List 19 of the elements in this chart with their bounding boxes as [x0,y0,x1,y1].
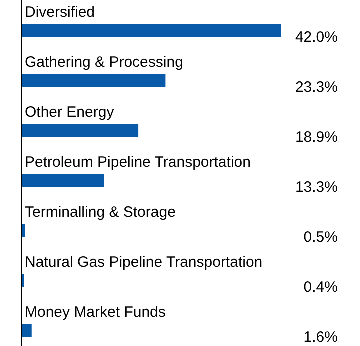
bar [22,74,166,87]
data-label: 0.4% [304,279,338,296]
data-label: 23.3% [295,79,338,96]
bar [22,124,139,137]
y-tick-label: Terminalling & Storage [25,204,176,221]
y-tick-label: Other Energy [25,104,115,121]
data-label: 1.6% [304,329,338,346]
data-label: 42.0% [295,29,338,46]
y-tick-label: Gathering & Processing [25,54,184,71]
data-label: 0.5% [304,229,338,246]
y-tick-label: Money Market Funds [25,304,166,321]
y-tick-label: Diversified [25,4,96,21]
bar [22,324,32,337]
data-label: 18.9% [295,129,338,146]
bar [22,24,281,37]
y-tick-label: Natural Gas Pipeline Transportation [25,254,263,271]
data-label: 13.3% [295,179,338,196]
bar [22,174,104,187]
y-tick-label: Petroleum Pipeline Transportation [25,154,251,171]
